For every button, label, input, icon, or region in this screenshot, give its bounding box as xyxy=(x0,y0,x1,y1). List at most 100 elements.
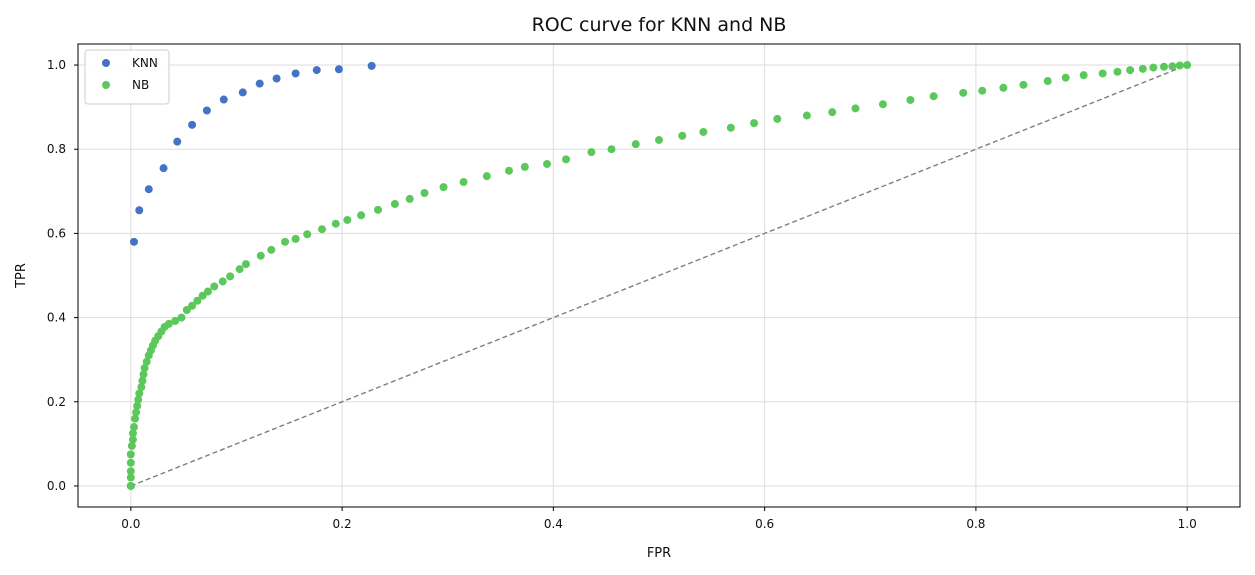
knn-point xyxy=(173,137,182,146)
nb-point xyxy=(1183,61,1192,70)
nb-point xyxy=(331,219,340,228)
nb-point xyxy=(139,370,148,379)
nb-point xyxy=(1168,62,1177,71)
nb-point xyxy=(1126,66,1135,75)
nb-point xyxy=(482,172,491,181)
chart-title: ROC curve for KNN and NB xyxy=(532,14,787,36)
x-tick-label: 0.8 xyxy=(966,517,985,531)
nb-point xyxy=(132,408,141,417)
x-axis-label: FPR xyxy=(647,546,671,561)
nb-point xyxy=(134,395,143,404)
nb-point xyxy=(405,194,414,203)
nb-point xyxy=(607,145,616,154)
nb-point xyxy=(726,123,735,132)
nb-point xyxy=(420,189,429,198)
x-tick-label: 0.2 xyxy=(333,517,352,531)
legend-marker-knn xyxy=(102,59,110,67)
nb-point xyxy=(929,92,938,101)
knn-point xyxy=(291,69,300,78)
nb-point xyxy=(235,265,244,274)
knn-point xyxy=(144,185,153,194)
nb-point xyxy=(1138,64,1147,73)
nb-point xyxy=(203,287,212,296)
nb-point xyxy=(631,140,640,149)
knn-point xyxy=(159,164,168,173)
knn-point xyxy=(219,95,228,104)
nb-point xyxy=(218,277,227,286)
nb-point xyxy=(1043,77,1052,86)
nb-point xyxy=(1175,61,1184,70)
nb-point xyxy=(135,389,144,398)
nb-point xyxy=(1098,69,1107,78)
nb-point xyxy=(129,423,138,432)
nb-point xyxy=(1019,80,1028,89)
nb-point xyxy=(303,230,312,239)
nb-point xyxy=(906,95,915,104)
grid-layer xyxy=(78,44,1240,507)
nb-point xyxy=(291,234,300,243)
nb-point xyxy=(127,441,136,450)
knn-point xyxy=(202,106,211,115)
knn-point xyxy=(367,61,376,70)
nb-point xyxy=(131,414,140,423)
legend: KNN NB xyxy=(84,49,170,105)
nb-point xyxy=(140,364,149,373)
y-tick-label: 0.6 xyxy=(47,226,66,240)
nb-point xyxy=(318,225,327,234)
nb-point xyxy=(828,108,837,117)
nb-point xyxy=(126,458,135,467)
nb-point xyxy=(1159,62,1168,71)
nb-point xyxy=(773,114,782,123)
knn-point xyxy=(129,237,138,246)
nb-point xyxy=(281,237,290,246)
legend-marker-nb xyxy=(102,81,110,89)
plot-frame xyxy=(77,43,1241,508)
nb-point xyxy=(128,435,137,444)
nb-point xyxy=(1113,67,1122,76)
nb-point xyxy=(241,260,250,269)
knn-point xyxy=(188,120,197,129)
knn-point xyxy=(255,79,264,88)
nb-point xyxy=(126,481,135,490)
nb-point xyxy=(133,401,142,410)
nb-point xyxy=(959,88,968,97)
x-tick-label: 0.6 xyxy=(755,517,774,531)
nb-point xyxy=(343,215,352,224)
y-axis-label: TPR xyxy=(14,263,29,289)
reference-layer xyxy=(130,64,1188,487)
y-tick-label: 0.8 xyxy=(47,142,66,156)
nb-point xyxy=(256,251,265,260)
nb-point xyxy=(171,316,180,325)
x-tick-label: 0.0 xyxy=(121,517,140,531)
nb-point xyxy=(1149,63,1158,72)
nb-point xyxy=(1079,71,1088,80)
nb-point xyxy=(999,83,1008,92)
knn-point xyxy=(334,65,343,74)
nb-point xyxy=(226,272,235,281)
nb-point xyxy=(1061,73,1070,82)
nb-point xyxy=(699,127,708,136)
x-tick-label: 1.0 xyxy=(1178,517,1197,531)
nb-point xyxy=(126,473,135,482)
tick-layer: 0.0 0.2 0.4 0.6 0.8 1.0 0.0 0.2 0.4 0.6 0.8 1.0 xyxy=(47,58,1197,531)
nb-point xyxy=(878,100,887,109)
series-nb xyxy=(126,61,1192,490)
nb-point xyxy=(802,111,811,120)
nb-point xyxy=(164,319,173,328)
nb-point xyxy=(978,86,987,95)
knn-point xyxy=(238,88,247,97)
legend-label-nb: NB xyxy=(132,78,149,92)
nb-point xyxy=(193,296,202,305)
nb-point xyxy=(137,383,146,392)
nb-point xyxy=(138,376,147,385)
y-tick-label: 1.0 xyxy=(47,58,66,72)
nb-point xyxy=(126,450,135,459)
nb-point xyxy=(459,178,468,187)
diagonal-reference-line xyxy=(130,64,1188,487)
y-tick-label: 0.4 xyxy=(47,311,66,325)
nb-point xyxy=(128,429,137,438)
knn-point xyxy=(272,74,281,83)
nb-point xyxy=(210,282,219,291)
nb-point xyxy=(851,104,860,113)
